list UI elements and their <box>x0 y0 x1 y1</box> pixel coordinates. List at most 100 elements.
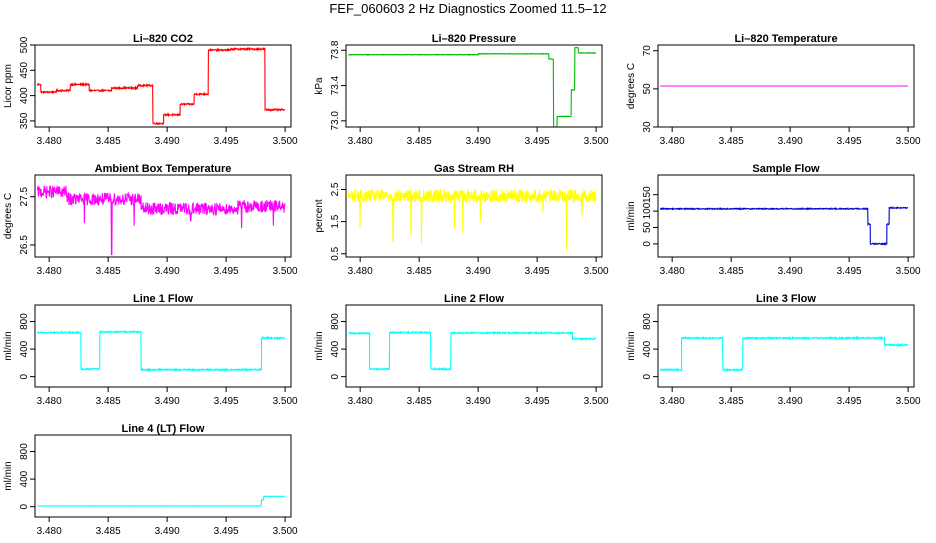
x-tick-label: 3.490 <box>155 136 180 147</box>
x-tick-label: 3.485 <box>96 136 121 147</box>
y-tick-label: 800 <box>330 313 341 330</box>
y-tick-label: 400 <box>19 470 30 487</box>
y-tick-label: 450 <box>19 62 30 79</box>
y-tick-label: 400 <box>19 87 30 104</box>
series-line <box>348 330 597 372</box>
y-tick-label: 50 <box>642 221 653 233</box>
chart-panel-8: Line 2 Flow 3.480 3.485 3.490 3.495 3.500 0 400… <box>311 285 617 413</box>
x-tick-label: 3.485 <box>96 396 121 407</box>
x-tick-label: 3.495 <box>837 396 862 407</box>
y-tick-label: 150 <box>642 186 653 203</box>
x-tick-label: 3.490 <box>466 136 491 147</box>
y-axis-label: ml/min <box>3 461 14 490</box>
x-tick-label: 3.490 <box>155 266 180 277</box>
chart-svg: 3.480 3.485 3.490 3.495 3.500 0 400 800 ml/min <box>3 434 298 537</box>
chart-svg: 3.480 3.485 3.490 3.495 3.500 0 400 800 ml/min <box>314 304 609 407</box>
chart-title: Line 2 Flow <box>444 293 504 305</box>
x-tick-label: 3.500 <box>896 136 921 147</box>
chart-svg: 3.480 3.485 3.490 3.495 3.500 30 50 70 degrees C <box>626 44 921 147</box>
x-tick-label: 3.500 <box>896 396 921 407</box>
y-tick-label: 0 <box>642 373 653 379</box>
chart-svg: 3.480 3.485 3.490 3.495 3.500 0.5 1.5 2.5 percen… <box>314 174 609 277</box>
y-tick-label: 73.8 <box>330 40 341 60</box>
chart-title: Line 1 Flow <box>133 293 193 305</box>
x-tick-label: 3.485 <box>407 396 432 407</box>
series-line <box>659 205 909 246</box>
chart-panel-4: Ambient Box Temperature 3.480 3.485 3.490 3.… <box>0 155 306 283</box>
x-tick-label: 3.490 <box>778 136 803 147</box>
y-tick-label: 800 <box>19 313 30 330</box>
x-tick-label: 3.500 <box>273 526 298 537</box>
y-tick-label: 400 <box>19 340 30 357</box>
x-tick-label: 3.495 <box>214 266 239 277</box>
series-line <box>347 188 597 251</box>
series-line <box>36 46 286 126</box>
x-tick-label: 3.495 <box>214 136 239 147</box>
x-tick-label: 3.495 <box>837 136 862 147</box>
chart-panel-2: Li–820 Pressure 3.480 3.485 3.490 3.495 3.500… <box>311 25 617 153</box>
x-tick-label: 3.500 <box>584 396 609 407</box>
series-line <box>37 329 286 373</box>
chart-title: Ambient Box Temperature <box>94 163 232 175</box>
x-tick-label: 3.495 <box>837 266 862 277</box>
y-tick-label: 400 <box>642 340 653 357</box>
x-tick-label: 3.495 <box>525 396 550 407</box>
x-tick-label: 3.485 <box>719 136 744 147</box>
x-tick-label: 3.495 <box>214 526 239 537</box>
x-tick-label: 3.480 <box>348 396 373 407</box>
x-tick-label: 3.485 <box>719 396 744 407</box>
x-tick-label: 3.490 <box>155 526 180 537</box>
plot-frame <box>657 44 915 128</box>
y-tick-label: 0 <box>642 241 653 247</box>
chart-panel-5: Gas Stream RH 3.480 3.485 3.490 3.495 3.500 0.… <box>311 155 617 283</box>
chart-title: Line 3 Flow <box>756 293 816 305</box>
chart-title: Gas Stream RH <box>433 163 515 175</box>
chart-svg: 3.480 3.485 3.490 3.495 3.500 0 400 800 ml/min <box>3 304 298 407</box>
x-tick-label: 3.490 <box>778 396 803 407</box>
plot-frame <box>345 174 603 258</box>
x-tick-label: 3.480 <box>37 396 62 407</box>
y-tick-label: 50 <box>642 83 653 95</box>
y-tick-label: 70 <box>642 45 653 57</box>
y-tick-label: 100 <box>642 202 653 219</box>
x-tick-label: 3.485 <box>719 266 744 277</box>
y-axis-label: ml/min <box>626 331 637 360</box>
x-tick-label: 3.500 <box>584 266 609 277</box>
y-tick-label: 2.5 <box>330 182 341 196</box>
y-tick-label: 0 <box>19 503 30 509</box>
x-tick-label: 3.500 <box>584 136 609 147</box>
chart-svg: 3.480 3.485 3.490 3.495 3.500 0 400 800 ml/min <box>626 304 921 407</box>
y-axis-label: Licor ppm <box>3 64 14 108</box>
x-tick-label: 3.490 <box>466 396 491 407</box>
plot-frame <box>34 434 292 518</box>
x-tick-label: 3.480 <box>660 396 685 407</box>
x-tick-label: 3.485 <box>96 266 121 277</box>
y-axis-label: ml/min <box>3 331 14 360</box>
plot-frame <box>34 44 292 128</box>
y-axis-label: degrees C <box>626 63 637 109</box>
y-tick-label: 0 <box>330 373 341 379</box>
chart-title: Li–820 Pressure <box>431 33 517 45</box>
chart-title: Sample Flow <box>752 163 820 175</box>
x-tick-label: 3.490 <box>778 266 803 277</box>
plot-frame <box>345 304 603 388</box>
y-tick-label: 350 <box>19 112 30 129</box>
chart-svg: 3.480 3.485 3.490 3.495 3.500 73.0 73.4 73.8 kPa <box>314 40 609 147</box>
chart-panel-3: Li–820 Temperature 3.480 3.485 3.490 3.495 3.… <box>623 25 929 153</box>
x-tick-label: 3.500 <box>273 136 298 147</box>
x-tick-label: 3.495 <box>525 266 550 277</box>
y-axis-label: ml/min <box>314 331 325 360</box>
chart-title: Line 4 (LT) Flow <box>121 423 205 435</box>
y-axis-label: percent <box>314 199 325 233</box>
y-tick-label: 1.5 <box>330 214 341 228</box>
x-tick-label: 3.500 <box>896 266 921 277</box>
y-axis-label: kPa <box>314 77 325 95</box>
x-tick-label: 3.480 <box>660 266 685 277</box>
y-tick-label: 800 <box>642 313 653 330</box>
x-tick-label: 3.495 <box>525 136 550 147</box>
series-line <box>36 185 286 256</box>
y-axis-label: ml/min <box>626 201 637 230</box>
series-line <box>347 46 596 128</box>
series-line <box>659 335 909 372</box>
